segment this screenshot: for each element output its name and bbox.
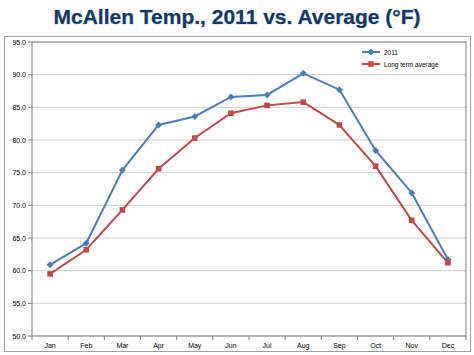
x-tick-divider [393,336,394,340]
series-marker [373,163,379,169]
legend-label: 2011 [384,49,398,56]
legend-marker [368,49,375,56]
y-tick [28,238,32,239]
series-marker [192,135,198,141]
series-marker [264,103,270,109]
series-marker [300,70,307,77]
series-marker [191,113,198,120]
series-marker [156,166,162,172]
series-marker [47,261,54,268]
y-tick [28,42,32,43]
background [0,0,474,355]
x-tick-divider [357,336,358,340]
legend-label: Long term average [384,61,439,69]
grid-line [32,107,466,108]
x-tick-divider [285,336,286,340]
plot-frame [32,42,466,336]
grid-line [32,172,466,173]
series-marker [264,91,271,98]
x-tick-label: Aug [297,342,310,350]
series-marker [300,99,306,105]
series-marker [409,218,415,224]
x-tick-label: May [188,342,202,350]
y-tick [28,270,32,271]
y-tick-label: 60.0 [12,267,26,274]
grid-line [32,270,466,271]
series-marker [408,189,415,196]
y-tick [28,74,32,75]
chart-frame [5,37,471,352]
grid-line [32,74,466,75]
series-marker [155,121,162,128]
x-tick-divider [466,336,467,340]
x-tick-label: Oct [370,342,381,349]
y-tick-label: 70.0 [12,202,26,209]
y-tick [28,140,32,141]
legend: 2011 Long term average [362,49,439,69]
x-tick-divider [140,336,141,340]
plot-marks [47,70,452,277]
x-tick-divider [32,336,33,340]
y-tick [28,205,32,206]
x-tick-label: Nov [406,342,419,349]
chart-svg: McAllen Temp., 2011 vs. Average (°F) 50.0… [0,0,474,355]
series-line [50,73,448,264]
x-tick-label: Jan [44,342,55,349]
legend-marker [368,61,374,67]
x-tick-divider [104,336,105,340]
y-tick-label: 65.0 [12,235,26,242]
series-marker [47,271,53,277]
series-marker [83,247,89,253]
x-tick-divider [68,336,69,340]
x-tick-label: Jun [225,342,236,349]
title: McAllen Temp., 2011 vs. Average (°F) [53,5,420,28]
x-tick-divider [249,336,250,340]
grid-line [32,140,466,141]
series-marker [445,260,451,266]
x-tick-divider [176,336,177,340]
series-marker [120,207,126,213]
grid-line [32,303,466,304]
series-marker [228,110,234,116]
x-tick-label: Jul [263,342,272,349]
x-tick-divider [212,336,213,340]
series-line [50,102,448,274]
y-tick-label: 90.0 [12,71,26,78]
y-tick [28,336,32,337]
series-marker [336,86,343,93]
y-tick [28,172,32,173]
x-tick-divider [321,336,322,340]
series-marker [372,147,379,154]
y-tick [28,303,32,304]
x-tick-label: Apr [153,342,165,350]
x-tick-label: Dec [442,342,455,349]
x-tick-divider [429,336,430,340]
y-tick-label: 75.0 [12,169,26,176]
y-tick-label: 80.0 [12,137,26,144]
y-tick-label: 50.0 [12,333,26,340]
y-tick-label: 85.0 [12,104,26,111]
y-tick-label: 95.0 [12,39,26,46]
series-marker [337,122,343,128]
series-marker [227,93,234,100]
y-tick-label: 55.0 [12,300,26,307]
y-tick [28,107,32,108]
x-tick-label: Feb [80,342,92,349]
series-marker [119,167,126,174]
chart-container: McAllen Temp., 2011 vs. Average (°F) 50.0… [0,0,474,355]
x-tick-label: Mar [116,342,129,349]
x-tick-label: Sep [333,342,346,350]
